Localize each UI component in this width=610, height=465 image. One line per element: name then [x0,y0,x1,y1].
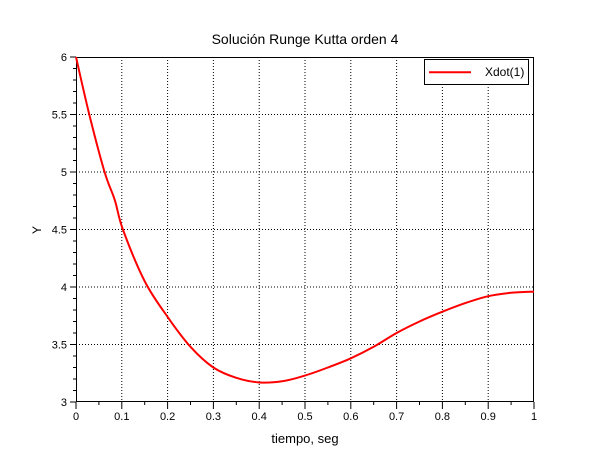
svg-text:0.5: 0.5 [297,411,312,423]
svg-text:0.1: 0.1 [114,411,129,423]
svg-text:0: 0 [73,411,79,423]
svg-text:3.5: 3.5 [52,340,67,352]
svg-text:0.2: 0.2 [160,411,175,423]
svg-text:Solución Runge Kutta orden 4: Solución Runge Kutta orden 4 [212,31,399,47]
svg-text:0.8: 0.8 [435,411,450,423]
svg-text:4: 4 [61,282,67,294]
svg-text:6: 6 [61,52,67,64]
svg-text:Xdot(1): Xdot(1) [485,65,524,79]
svg-text:5: 5 [61,167,67,179]
svg-text:Y: Y [30,226,44,234]
svg-text:0.9: 0.9 [481,411,496,423]
svg-text:1: 1 [531,411,537,423]
svg-text:tiempo, seg: tiempo, seg [271,431,338,446]
svg-text:0.4: 0.4 [252,411,267,423]
svg-text:4.5: 4.5 [52,225,67,237]
svg-text:0.6: 0.6 [343,411,358,423]
svg-text:5.5: 5.5 [52,110,67,122]
svg-text:0.3: 0.3 [206,411,221,423]
svg-text:0.7: 0.7 [389,411,404,423]
svg-text:3: 3 [61,397,67,409]
